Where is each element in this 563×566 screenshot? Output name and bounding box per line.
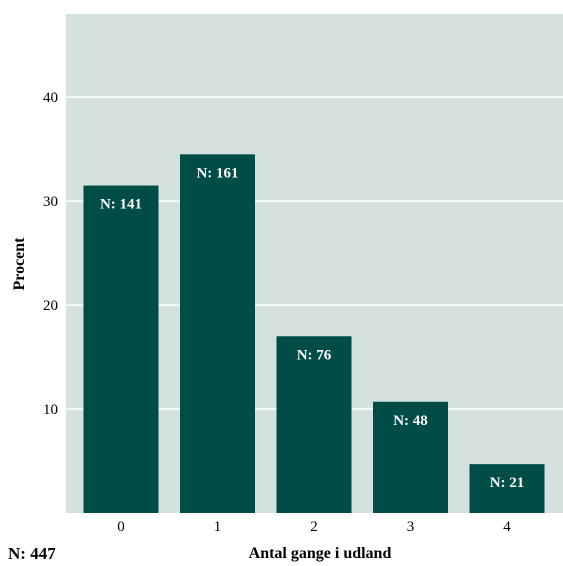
bar (469, 464, 545, 513)
total-n-label: N: 447 (8, 544, 56, 563)
x-axis-title: Antal gange i udland (249, 545, 392, 562)
bars (83, 154, 545, 513)
y-tick-label: 40 (43, 90, 58, 106)
x-tick-label: 4 (503, 519, 511, 535)
x-tick-labels: 0 1 2 3 4 (117, 519, 511, 535)
bar (83, 185, 159, 513)
y-tick-labels: 10 20 30 40 (43, 90, 58, 418)
bar-data-label: N: 76 (297, 347, 332, 363)
bar-data-label: N: 141 (100, 197, 142, 213)
bar (373, 401, 448, 513)
y-axis-title: Procent (11, 237, 28, 291)
x-tick-label: 3 (407, 519, 415, 535)
x-tick-label: 2 (310, 519, 318, 535)
bar (276, 336, 352, 513)
y-tick-label: 10 (43, 402, 58, 418)
bar-data-label: N: 48 (393, 413, 428, 429)
y-tick-label: 20 (43, 298, 58, 314)
bar-data-label: N: 21 (490, 475, 525, 491)
x-tick-label: 0 (117, 519, 125, 535)
y-tick-label: 30 (43, 194, 58, 210)
bar (180, 154, 255, 513)
bar-labels: N: 141 N: 161 N: 76 N: 48 N: 21 (100, 165, 524, 491)
bar-data-label: N: 161 (196, 165, 238, 181)
x-tick-label: 1 (214, 519, 222, 535)
